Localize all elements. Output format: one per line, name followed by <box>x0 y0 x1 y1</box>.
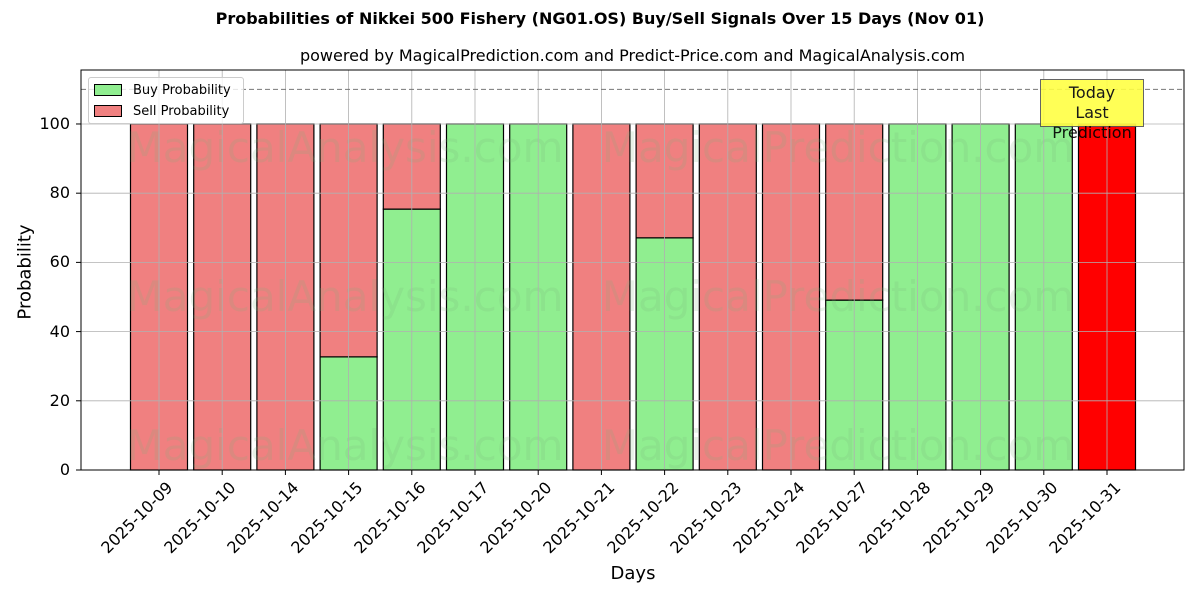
y-tick-label: 20 <box>49 390 70 410</box>
buy-swatch-icon <box>94 84 122 96</box>
legend-sell-label: Sell Probability <box>133 103 230 119</box>
chart-title: Probabilities of Nikkei 500 Fishery (NG0… <box>215 9 985 28</box>
legend-buy-label: Buy Probability <box>133 82 231 98</box>
y-tick-label: 100 <box>39 113 70 133</box>
x-axis-label: Days <box>610 563 656 584</box>
watermark-text: MagicalPrediction.com <box>602 421 1075 470</box>
chart-subtitle: powered by MagicalPrediction.com and Pre… <box>299 46 966 65</box>
y-axis-label: Probability <box>14 224 36 320</box>
legend: Buy Probability Sell Probability <box>88 77 244 124</box>
watermark-text: MagicalAnalysis.com <box>127 272 564 321</box>
y-tick-label: 0 <box>59 460 70 479</box>
watermark-text: MagicalAnalysis.com <box>127 421 564 470</box>
annotation-line2: Last Prediction <box>1052 103 1132 142</box>
watermark-text: MagicalPrediction.com <box>602 123 1075 172</box>
legend-item-sell: Sell Probability <box>94 102 229 120</box>
watermark-text: MagicalPrediction.com <box>602 272 1075 321</box>
y-tick-label: 60 <box>49 252 70 272</box>
y-tick-label: 80 <box>49 183 70 203</box>
axes-frame <box>80 69 1185 471</box>
y-tick-label: 40 <box>49 321 70 341</box>
watermark-text: MagicalAnalysis.com <box>127 123 564 172</box>
annotation-line1: Today <box>1068 83 1116 102</box>
sell-swatch-icon <box>94 105 122 117</box>
legend-item-buy: Buy Probability <box>94 81 231 99</box>
today-annotation: Today Last Prediction <box>1040 79 1144 142</box>
